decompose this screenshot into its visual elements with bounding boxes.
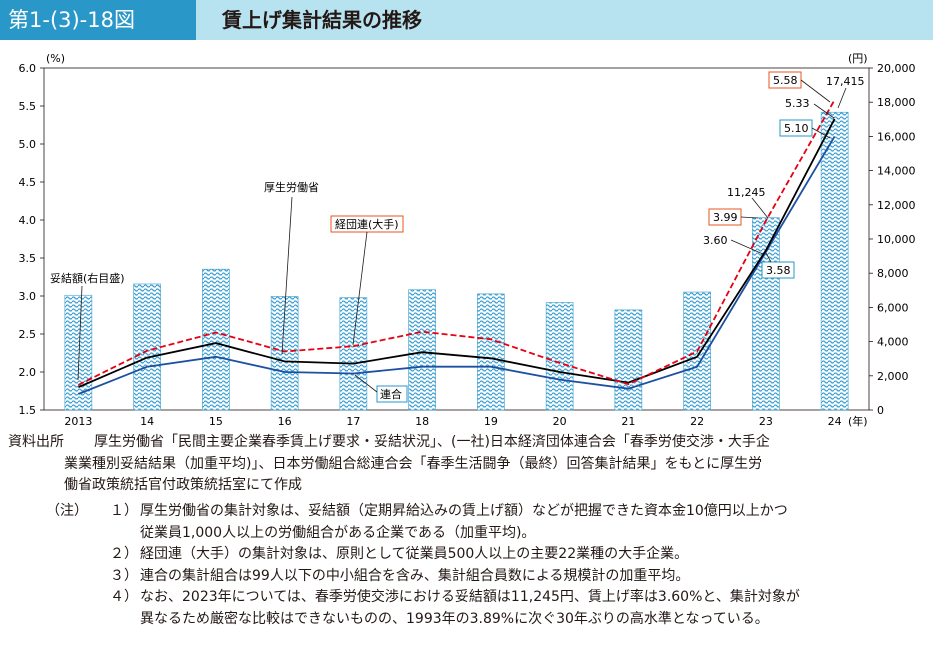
x-tick-label: 2013: [64, 415, 92, 428]
line-series: [77, 99, 836, 395]
label-keidanren: 経団連(大手): [335, 217, 399, 231]
right-tick-label: 16,000: [877, 130, 916, 143]
bar: [133, 283, 161, 411]
wage-chart: 1.5 2.0 2.5 3.0 3.5 4.0 4.5 5.0 5.5 6.0 0 2,000 4,0…: [19, 52, 916, 428]
data-label-bar-2024: 17,415: [826, 75, 865, 88]
x-tick-label: 16: [278, 415, 292, 428]
left-tick-label: 4.0: [19, 214, 37, 227]
note-number: ２）: [110, 546, 138, 562]
x-tick-label: 23: [759, 415, 773, 428]
bar: [202, 268, 230, 411]
right-tick-label: 6,000: [877, 301, 909, 314]
note-text: 経団連（大手）の集計対象は、原則として従業員500人以上の主要22業種の大手企業…: [140, 546, 689, 562]
right-tick-label: 2,000: [877, 370, 909, 383]
data-label-rengo-2023: 3.58: [766, 264, 791, 277]
x-tick-label: 18: [415, 415, 429, 428]
right-tick-label: 8,000: [877, 267, 909, 280]
note-number: １）: [110, 503, 138, 519]
series-line-rengo: [78, 135, 836, 395]
figure-header: 第1-(3)-18図 賃上げ集計結果の推移: [0, 0, 933, 40]
right-unit-label: (円): [848, 52, 868, 65]
right-tick-label: 14,000: [877, 165, 916, 178]
data-label-keidanren-2023: 3.99: [713, 211, 738, 224]
data-label-kosei-2024: 5.33: [785, 97, 810, 110]
bar: [477, 293, 505, 411]
source-line: 業業種別妥結結果（加重平均)」、日本労働組合総連合会「春季生活闘争（最終）回答集…: [64, 455, 763, 472]
right-tick-label: 18,000: [877, 96, 916, 109]
label-rengo: 連合: [380, 387, 402, 401]
left-tick-label: 4.5: [19, 176, 37, 189]
note-text: 連合の集計組合は99人以下の中小組合を含み、集計組合員数による規模計の加重平均。: [140, 567, 690, 584]
x-tick-label: 21: [621, 415, 635, 428]
note-text: 従業員1,000人以上の労働組合がある企業である（加重平均)。: [140, 524, 536, 541]
left-tick-label: 3.0: [19, 290, 37, 303]
bar: [752, 217, 780, 411]
bar: [614, 309, 643, 411]
bar-series: [64, 111, 849, 411]
note-text: 厚生労働省の集計対象は、妥結額（定期昇給込みの賃上げ額）などが把握できた資本金1…: [140, 503, 788, 519]
right-tick-label: 20,000: [877, 62, 916, 75]
x-unit-label: (年): [848, 414, 868, 428]
right-axis: 0 2,000 4,000 6,000 8,000 10,000 12,000 14,000 1…: [869, 62, 916, 417]
figure-number: 第1-(3)-18図: [0, 0, 196, 40]
right-tick-label: 12,000: [877, 199, 916, 212]
data-label-bar-2023: 11,245: [727, 186, 766, 199]
right-tick-label: 4,000: [877, 336, 909, 349]
bar: [545, 302, 574, 411]
left-axis: 1.5 2.0 2.5 3.0 3.5 4.0 4.5 5.0 5.5 6.0: [19, 62, 44, 417]
left-tick-label: 6.0: [19, 62, 37, 75]
bar: [270, 296, 299, 411]
left-tick-label: 2.0: [19, 366, 37, 379]
bar: [820, 111, 849, 411]
series-line-kosei: [78, 118, 836, 389]
right-tick-label: 10,000: [877, 233, 916, 246]
left-tick-label: 5.0: [19, 138, 37, 151]
x-tick-label: 19: [484, 415, 498, 428]
left-tick-label: 1.5: [19, 404, 37, 417]
data-label-keidanren-2024: 5.58: [773, 74, 798, 87]
left-unit-label: (%): [46, 52, 65, 65]
note-text: 異なるため厳密な比較はできないものの、1993年の3.89%に次ぐ30年ぶりの高…: [140, 610, 769, 627]
x-tick-label: 14: [140, 415, 154, 428]
bar: [408, 289, 436, 411]
series-line-keidanren: [77, 99, 836, 386]
x-tick-label: 17: [346, 415, 360, 428]
left-tick-label: 5.5: [19, 100, 37, 113]
note-text: なお、2023年については、春季労使交渉における妥結額は11,245円、賃上げ率…: [140, 589, 800, 605]
right-tick-label: 0: [877, 404, 884, 417]
data-label-kosei-2023: 3.60: [703, 234, 728, 247]
label-kosei: 厚生労働省: [264, 180, 319, 194]
plot-frame: [43, 67, 870, 411]
data-label-rengo-2024: 5.10: [784, 122, 809, 135]
note-number: ４）: [110, 589, 138, 605]
note-number: ３）: [110, 567, 138, 584]
x-tick-label: 22: [690, 415, 704, 428]
source-line: 働省政策統括官付政策統括室にて作成: [64, 477, 302, 493]
x-tick-label: 24: [828, 415, 842, 428]
left-tick-label: 3.5: [19, 252, 37, 265]
bar: [64, 294, 93, 411]
x-tick-label: 15: [209, 415, 223, 428]
source-line: 厚生労働省「民間主要企業春季賃上げ要求・妥結状況」、(一社)日本経済団体連合会「…: [94, 434, 770, 450]
figure-title: 賃上げ集計結果の推移: [222, 8, 422, 32]
label-bar-series: 妥結額(右目盛): [50, 271, 125, 285]
bar: [339, 297, 368, 411]
source-label: 資料出所: [8, 434, 64, 450]
x-tick-label: 20: [553, 415, 567, 428]
note-label: （注）: [46, 503, 88, 519]
x-axis: 2013 14 15 16 17 18 19 20 21 22 23 24: [64, 415, 841, 428]
left-tick-label: 2.5: [19, 328, 37, 341]
